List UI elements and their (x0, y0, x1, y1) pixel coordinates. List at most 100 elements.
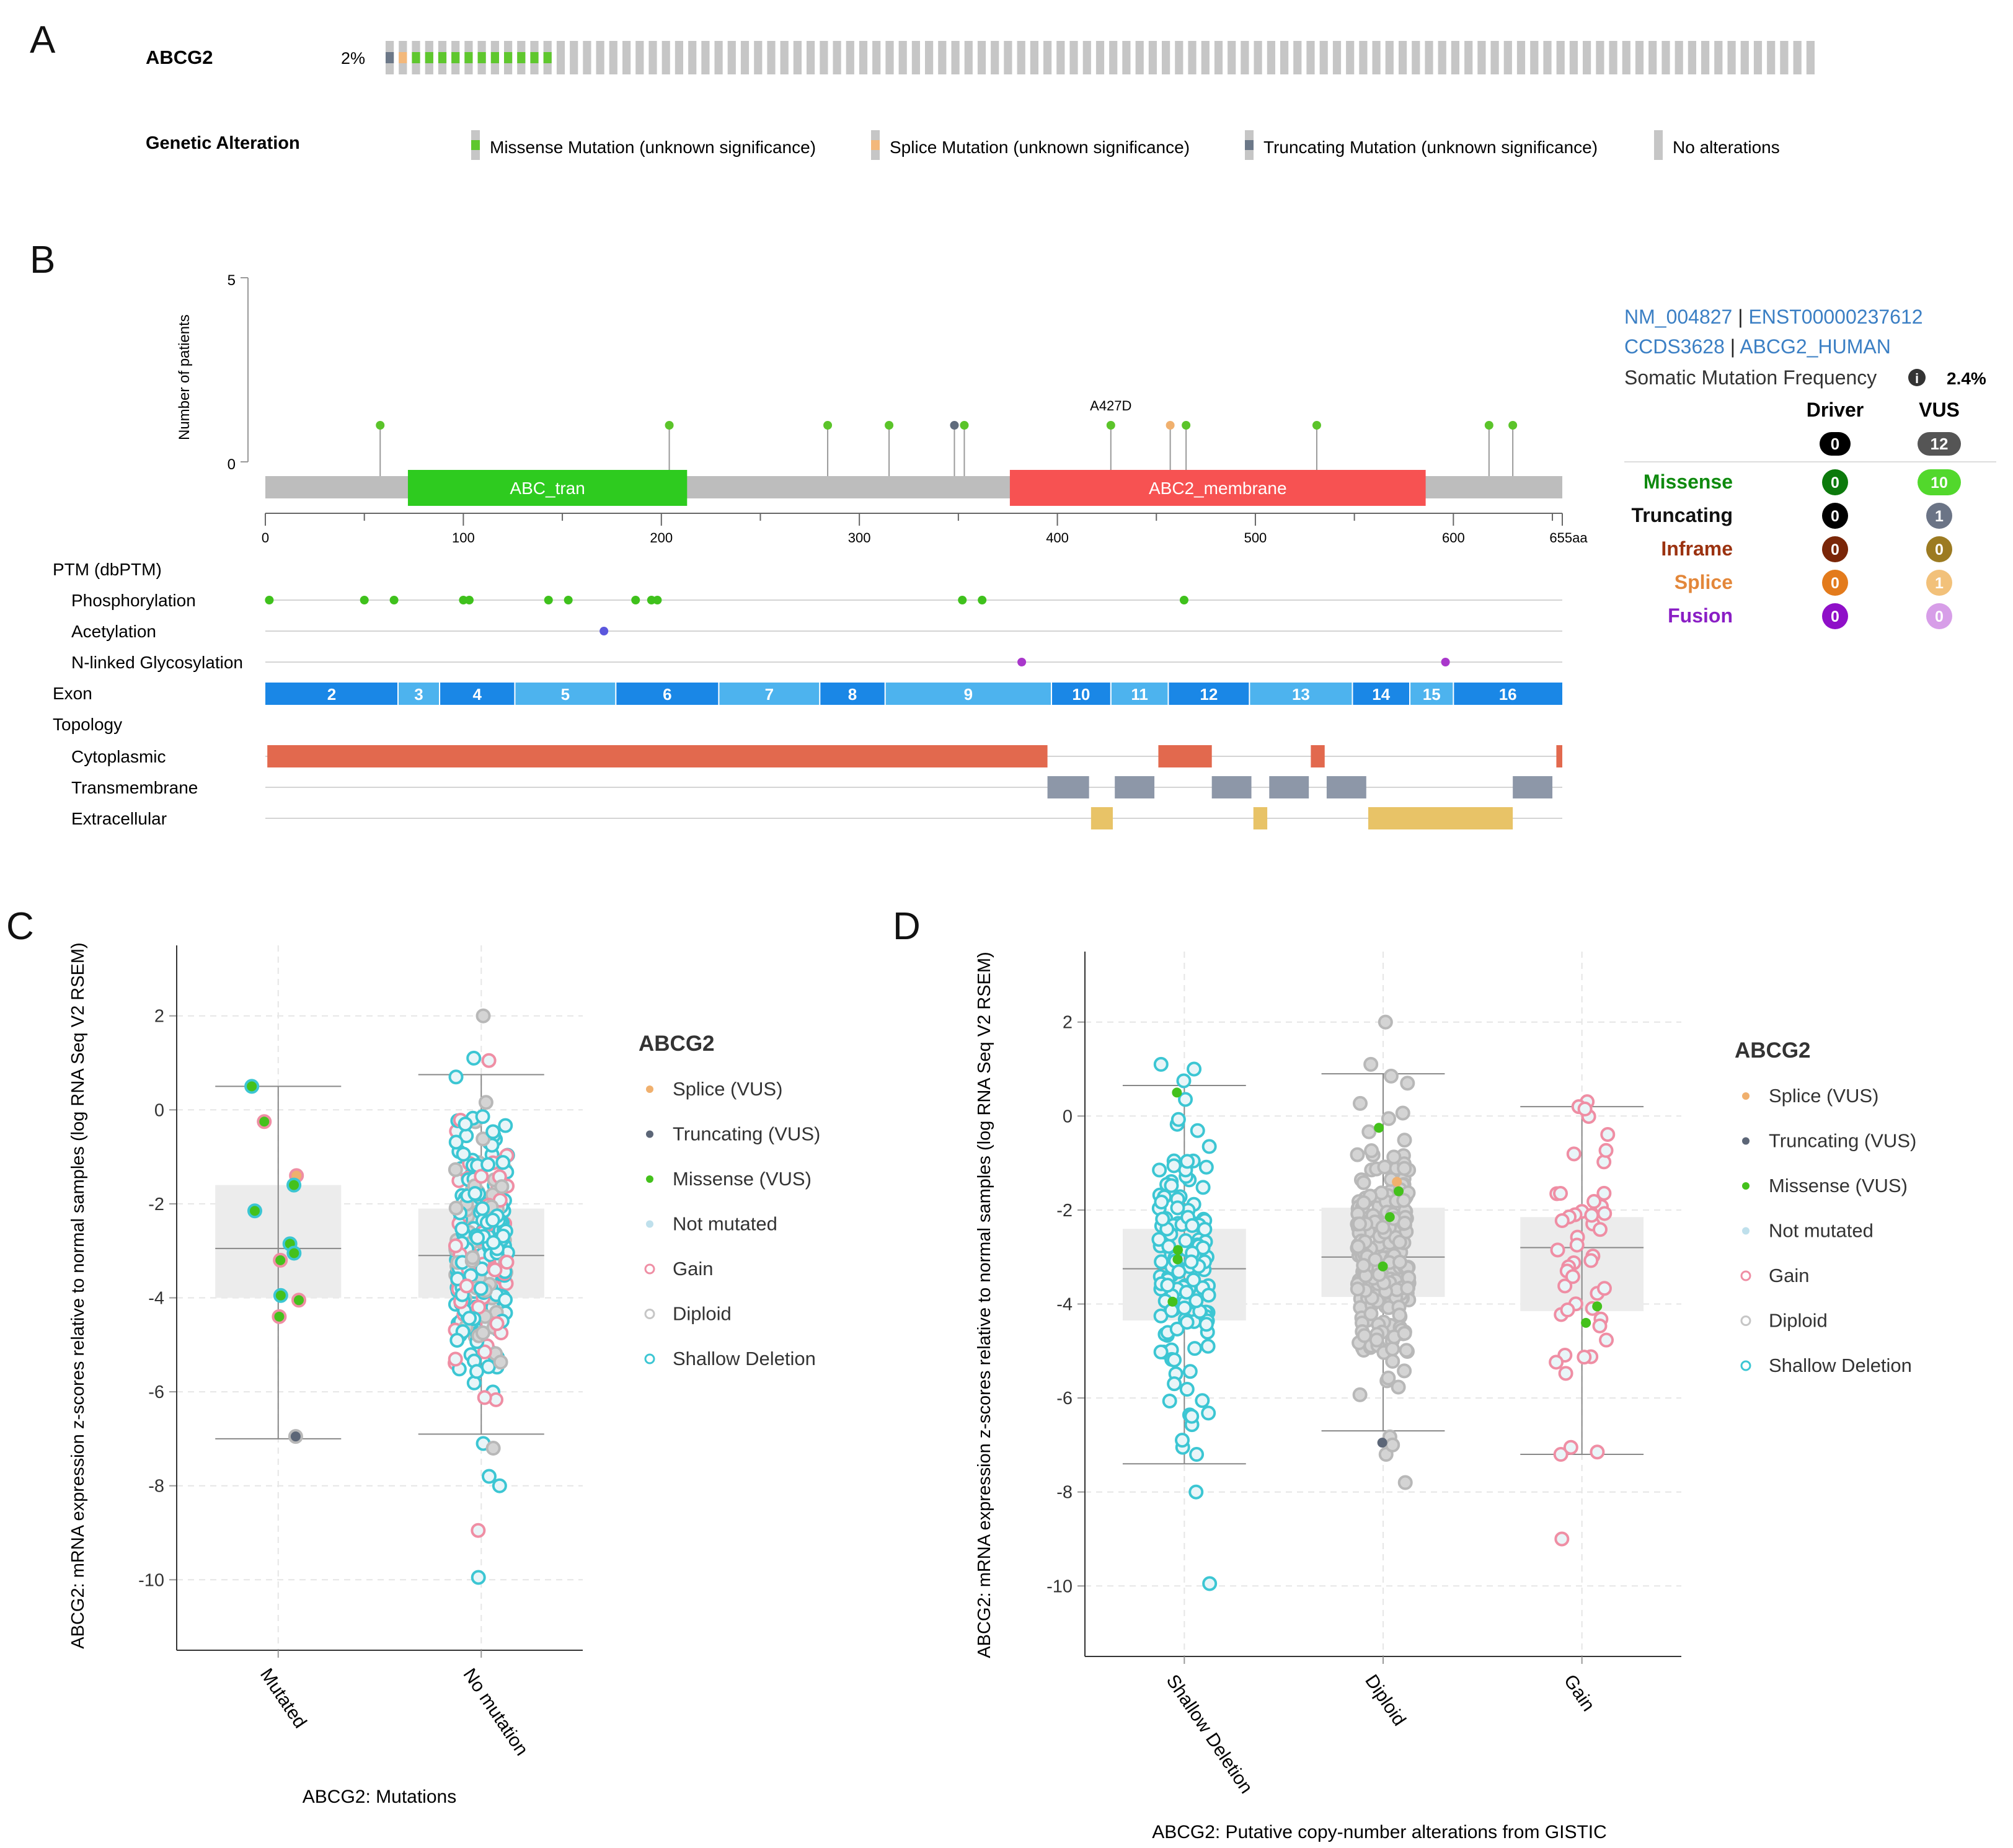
data-point-gain (1577, 1350, 1592, 1365)
oncoprint-sample (648, 41, 657, 74)
oncoprint-sample (1214, 41, 1223, 74)
x-tick-label: Gain (1560, 1671, 1599, 1715)
oncoprint-sample (898, 41, 907, 74)
chart-d-y-axis-label: ABCG2: mRNA expression z-scores relative… (975, 952, 994, 1658)
legend-label: Missense (VUS) (1769, 1175, 1908, 1196)
y-tick-label: -4 (148, 1289, 164, 1309)
data-point-diploid (1397, 1363, 1412, 1379)
data-point-missense (273, 1252, 288, 1268)
oncoprint-sample (1714, 41, 1723, 74)
data-point-gain (1553, 1186, 1568, 1201)
legend-truncating-label: Truncating Mutation (unknown significanc… (1263, 138, 1598, 157)
oncoprint-sample (1148, 41, 1157, 74)
exon-track: 2 3 4 5 6 7 8 9 10 11 12 13 14 15 16 (265, 683, 1562, 705)
data-point-shallow (1160, 1278, 1175, 1293)
oncoprint-sample (911, 41, 920, 74)
oncoprint-sample (964, 41, 973, 74)
driver-count-badge (1822, 503, 1848, 529)
data-point-shallow (1190, 1123, 1205, 1138)
data-point-diploid (1400, 1076, 1415, 1091)
oncoprint-sample (1280, 41, 1289, 74)
info-icon[interactable] (1908, 369, 1926, 386)
exon-number: 11 (1131, 685, 1148, 704)
data-point-diploid (448, 1200, 464, 1216)
data-point-missense (1384, 1212, 1395, 1222)
driver-count: 0 (1831, 575, 1839, 592)
legend-title: ABCG2 (1735, 1038, 1811, 1063)
data-point-shallow (481, 1469, 497, 1484)
data-point-shallow (1198, 1317, 1214, 1332)
y-tick-label: -10 (138, 1570, 164, 1590)
data-point-splice (1392, 1177, 1402, 1187)
data-point-shallow (1202, 1576, 1218, 1591)
exon-number: 16 (1499, 685, 1517, 704)
vus-column-header: VUS (1919, 399, 1960, 421)
data-point-shallow (458, 1116, 473, 1132)
oncoprint-sample (727, 41, 736, 74)
y-tick-label: 2 (1063, 1013, 1073, 1033)
refseq-link[interactable]: NM_004827 | ENST00000237612 (1624, 306, 1923, 328)
total-vus-badge (1918, 432, 1961, 456)
data-point-shallow (1201, 1405, 1216, 1421)
y-tick-label: -4 (1056, 1295, 1073, 1315)
oncoprint-sample (1727, 41, 1736, 74)
oncoprint-alteration (464, 52, 473, 63)
data-point-diploid (1396, 1193, 1412, 1208)
panel-c: C ABCG2: mRNA expression z-scores relati… (6, 905, 820, 1807)
legend-marker (646, 1175, 653, 1183)
data-point-shallow (1152, 1162, 1167, 1178)
legend-label: Not mutated (673, 1213, 777, 1235)
data-point-shallow (485, 1235, 501, 1250)
oncoprint-sample (1740, 41, 1749, 74)
oncoprint-sample (1596, 41, 1604, 74)
ptm-track-label: Phosphorylation (71, 591, 196, 610)
data-point-shallow (1201, 1139, 1217, 1154)
data-point-diploid (1397, 1161, 1412, 1176)
exon-block (1168, 683, 1250, 705)
data-point-gain (487, 1262, 503, 1278)
data-point-gain (1599, 1332, 1614, 1348)
exon-number: 10 (1072, 685, 1090, 704)
data-point-shallow (1154, 1194, 1169, 1209)
oncoprint-sample (780, 41, 789, 74)
data-point-gain (1558, 1366, 1573, 1381)
ptm-site (459, 596, 468, 604)
data-point-diploid (1363, 1056, 1379, 1072)
data-point-shallow (454, 1221, 470, 1237)
legend-label: Shallow Deletion (1769, 1355, 1912, 1376)
vus-count-badge (1926, 570, 1952, 596)
data-point-gain (471, 1523, 486, 1538)
axis-tick-label: 100 (452, 530, 475, 546)
chart-c-plot: 2 0 -2 -4 -6 -8 -10 Mutated No mutation ABCG2 Spli… (138, 945, 820, 1759)
data-point-shallow (1189, 1447, 1205, 1462)
legend-marker (646, 1220, 653, 1228)
oncoprint-sample (1385, 41, 1394, 74)
data-point-diploid (478, 1095, 493, 1110)
exon-block (820, 683, 885, 705)
ccds-link[interactable]: CCDS3628 | ABCG2_HUMAN (1624, 335, 1891, 358)
oncoprint-sample (1043, 41, 1052, 74)
data-point-shallow (473, 1281, 489, 1296)
oncoprint-sample (767, 41, 776, 74)
ptm-site (653, 596, 662, 604)
oncoprint-sample (1556, 41, 1565, 74)
legend-marker (1740, 1360, 1751, 1371)
oncoprint-sample (977, 41, 986, 74)
oncoprint-sample (1069, 41, 1078, 74)
data-point-diploid (1392, 1234, 1407, 1250)
data-point-shallow (1184, 1408, 1200, 1424)
oncoprint-sample (1530, 41, 1539, 74)
exon-track-label: Exon (53, 684, 92, 703)
data-point-diploid (1383, 1068, 1399, 1084)
oncoprint-sample (1543, 41, 1552, 74)
axis-end-label: 655aa (1549, 530, 1588, 546)
data-point-diploid (1392, 1307, 1407, 1323)
oncoprint-sample (885, 41, 894, 74)
oncoprint-sample (925, 41, 934, 74)
data-point-shallow (475, 1109, 490, 1125)
data-point-diploid (1350, 1281, 1365, 1297)
legend-swatch-splice-core (871, 140, 880, 150)
y-tick-label: -8 (148, 1477, 164, 1497)
data-point-gain (1554, 1531, 1570, 1547)
data-point-diploid (1397, 1475, 1413, 1490)
